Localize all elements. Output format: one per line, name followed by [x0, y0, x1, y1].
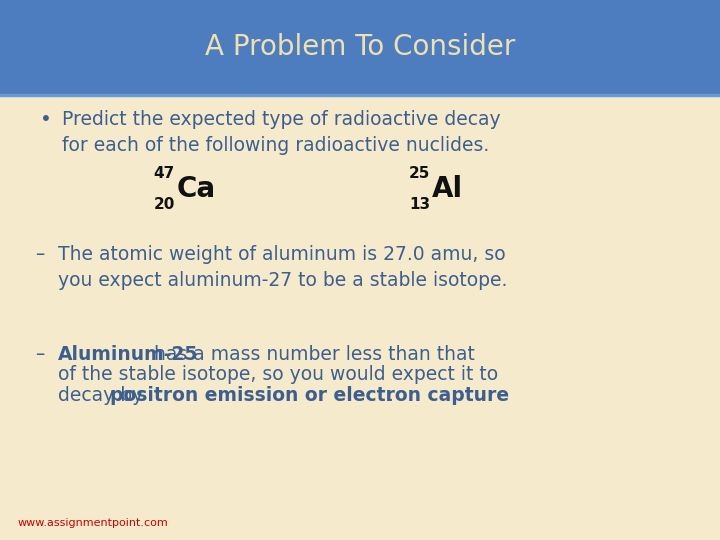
Text: has a mass number less than that: has a mass number less than that — [148, 345, 475, 364]
Text: –: – — [35, 345, 44, 364]
Bar — [0, 0, 720, 94]
Text: www.assignmentpoint.com: www.assignmentpoint.com — [18, 518, 168, 528]
Text: The atomic weight of aluminum is 27.0 amu, so
you expect aluminum-27 to be a sta: The atomic weight of aluminum is 27.0 am… — [58, 245, 508, 290]
Text: 20: 20 — [153, 197, 175, 212]
Text: positron emission or electron capture: positron emission or electron capture — [110, 386, 509, 405]
Text: 13: 13 — [409, 197, 430, 212]
Text: Predict the expected type of radioactive decay
for each of the following radioac: Predict the expected type of radioactive… — [62, 110, 500, 155]
Text: 25: 25 — [409, 166, 430, 181]
Text: –: – — [35, 245, 44, 264]
Text: 47: 47 — [154, 166, 175, 181]
Text: of the stable isotope, so you would expect it to: of the stable isotope, so you would expe… — [58, 366, 498, 384]
Text: Al: Al — [432, 175, 463, 203]
Text: decay by: decay by — [58, 386, 149, 405]
Text: .: . — [388, 386, 394, 405]
Text: •: • — [40, 110, 52, 129]
Text: A Problem To Consider: A Problem To Consider — [204, 33, 516, 61]
Text: Aluminum-25: Aluminum-25 — [58, 345, 199, 364]
Text: Ca: Ca — [177, 175, 216, 203]
